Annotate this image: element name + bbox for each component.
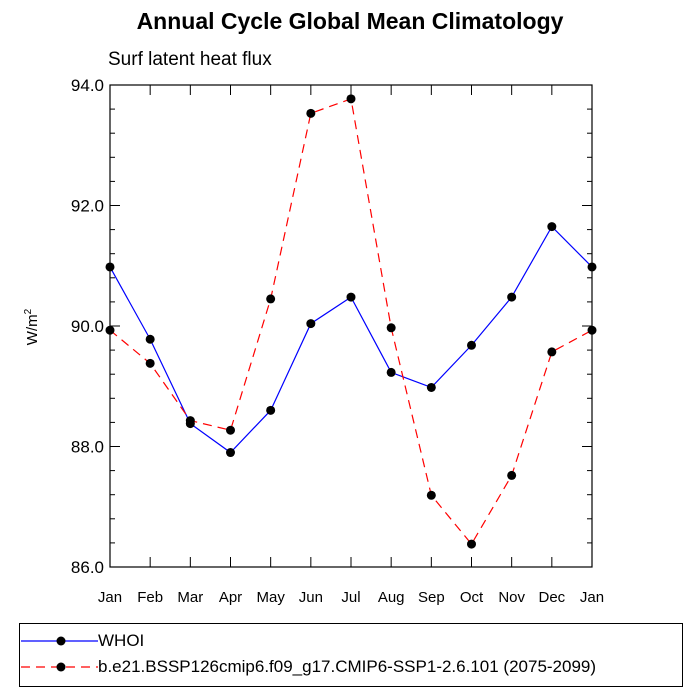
series-0-point: [426, 382, 436, 392]
y-tick-label: 92.0: [71, 197, 104, 216]
y-tick-label: 88.0: [71, 438, 104, 457]
series-1-point: [185, 416, 195, 426]
y-tick-label: 90.0: [71, 317, 104, 336]
series-0-point: [226, 448, 235, 458]
series-1-point: [226, 425, 235, 435]
series-line-1: [109, 98, 593, 546]
series-1-point: [306, 108, 316, 118]
series-line-0: [109, 225, 593, 454]
series-1-point: [346, 94, 356, 104]
y-tick-label: 86.0: [71, 558, 104, 577]
series-1-point: [426, 490, 436, 500]
x-tick-label: Nov: [498, 589, 525, 606]
x-tick-label: Apr: [219, 589, 242, 606]
series-0-point: [266, 405, 276, 415]
x-tick-label: Feb: [137, 589, 163, 606]
x-tick-label: Jul: [341, 589, 360, 606]
x-tick-label: Jun: [299, 589, 323, 606]
series-1-point: [587, 325, 597, 335]
series-0-point: [346, 292, 356, 302]
series-0-point: [105, 262, 115, 272]
x-tick-label: Dec: [538, 589, 565, 606]
series-0-point: [507, 292, 517, 302]
x-tick-label: Mar: [177, 589, 203, 606]
legend-label-cesm: b.e21.BSSP126cmip6.f09_g17.CMIP6-SSP1-2.…: [98, 657, 597, 676]
legend-swatch-whoi: [21, 636, 98, 646]
series-1-point: [145, 358, 155, 368]
plot-frame: [109, 84, 593, 568]
legend-item-cesm: b.e21.BSSP126cmip6.f09_g17.CMIP6-SSP1-2.…: [20, 655, 682, 679]
x-tick-label: Jan: [98, 589, 122, 606]
series-0-point: [547, 222, 557, 232]
series-0-point: [587, 262, 597, 272]
series-1-point: [547, 347, 557, 357]
series-1-point: [105, 325, 115, 335]
series-1-point: [467, 539, 476, 549]
y-tick-label: 94.0: [71, 76, 104, 95]
legend: WHOI b.e21.BSSP126cmip6.f09_g17.CMIP6-SS…: [19, 623, 683, 687]
series-1-point: [507, 470, 517, 480]
chart-title: Annual Cycle Global Mean Climatology: [136, 8, 564, 34]
series-0-point: [386, 367, 396, 377]
series-0-point: [145, 334, 155, 344]
x-tick-label: May: [256, 589, 285, 606]
x-tick-label: Aug: [378, 589, 405, 606]
legend-label-whoi: WHOI: [98, 631, 145, 650]
legend-item-whoi: WHOI: [20, 629, 682, 653]
series-0-point: [306, 319, 316, 329]
legend-swatch-cesm: [21, 662, 98, 672]
series-1-point: [266, 294, 276, 304]
chart-subtitle: Surf latent heat flux: [108, 49, 272, 70]
series-0-point: [467, 340, 476, 350]
x-tick-label: Sep: [418, 589, 445, 606]
series-1-point: [386, 323, 396, 333]
x-tick-label: Jan: [580, 589, 604, 606]
x-tick-label: Oct: [460, 589, 484, 606]
